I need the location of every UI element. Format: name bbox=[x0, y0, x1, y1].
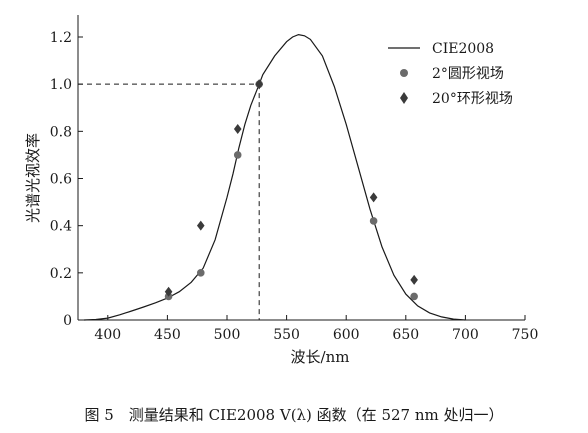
y-tick-label: 0.4 bbox=[50, 219, 72, 235]
legend-label-2deg: 2°圆形视场 bbox=[432, 66, 504, 82]
cie2008-curve bbox=[83, 33, 466, 321]
marker-2deg-circle bbox=[233, 151, 242, 159]
plot-area: 0 0.2 0.4 0.6 0.8 1.0 1.2 400 450 500 550 600 650 70… bbox=[50, 15, 538, 343]
x-tick-label: 450 bbox=[154, 327, 181, 343]
legend-label-cie2008: CIE2008 bbox=[432, 41, 494, 57]
marker-2deg-circle bbox=[369, 217, 378, 225]
y-axis-label: 光谱光视效率 bbox=[24, 133, 42, 223]
marker-20deg-diamond bbox=[233, 123, 242, 134]
marker-20deg-diamond bbox=[164, 286, 173, 297]
x-tick-label: 650 bbox=[392, 327, 419, 343]
x-tick-label: 550 bbox=[273, 327, 300, 343]
x-tick-label: 750 bbox=[512, 327, 539, 343]
marker-20deg-diamond bbox=[196, 220, 205, 231]
x-ticks: 400 450 500 550 600 650 700 750 bbox=[94, 315, 538, 343]
x-axis-label: 波长/nm bbox=[291, 348, 350, 366]
marker-20deg-diamond bbox=[410, 274, 418, 285]
x-tick-label: 600 bbox=[333, 327, 360, 343]
y-tick-label: 0 bbox=[63, 313, 72, 329]
legend-circle-marker bbox=[400, 69, 408, 77]
marker-2deg-circle bbox=[410, 292, 418, 301]
x-tick-label: 500 bbox=[214, 327, 241, 343]
figure-caption: 图 5 测量结果和 CIE2008 V(λ) 函数（在 527 nm 处归一） bbox=[84, 406, 503, 424]
legend: CIE2008 2°圆形视场 20°环形视场 bbox=[388, 41, 513, 107]
y-tick-label: 0.2 bbox=[50, 266, 72, 282]
legend-diamond-marker bbox=[400, 92, 408, 104]
y-tick-label: 0.6 bbox=[50, 172, 72, 188]
x-tick-label: 400 bbox=[94, 327, 121, 343]
x-tick-label: 700 bbox=[452, 327, 479, 343]
y-ticks: 0 0.2 0.4 0.6 0.8 1.0 1.2 bbox=[50, 30, 83, 329]
legend-label-20deg: 20°环形视场 bbox=[432, 91, 513, 107]
marker-20deg-diamond bbox=[255, 79, 263, 90]
marker-2deg-circle bbox=[196, 269, 205, 277]
marker-20deg-diamond bbox=[369, 192, 378, 203]
y-tick-label: 1.2 bbox=[50, 30, 72, 46]
data-markers bbox=[164, 79, 418, 301]
reference-lines bbox=[78, 83, 260, 320]
y-tick-label: 0.8 bbox=[50, 124, 72, 140]
y-tick-label: 1.0 bbox=[50, 77, 72, 93]
